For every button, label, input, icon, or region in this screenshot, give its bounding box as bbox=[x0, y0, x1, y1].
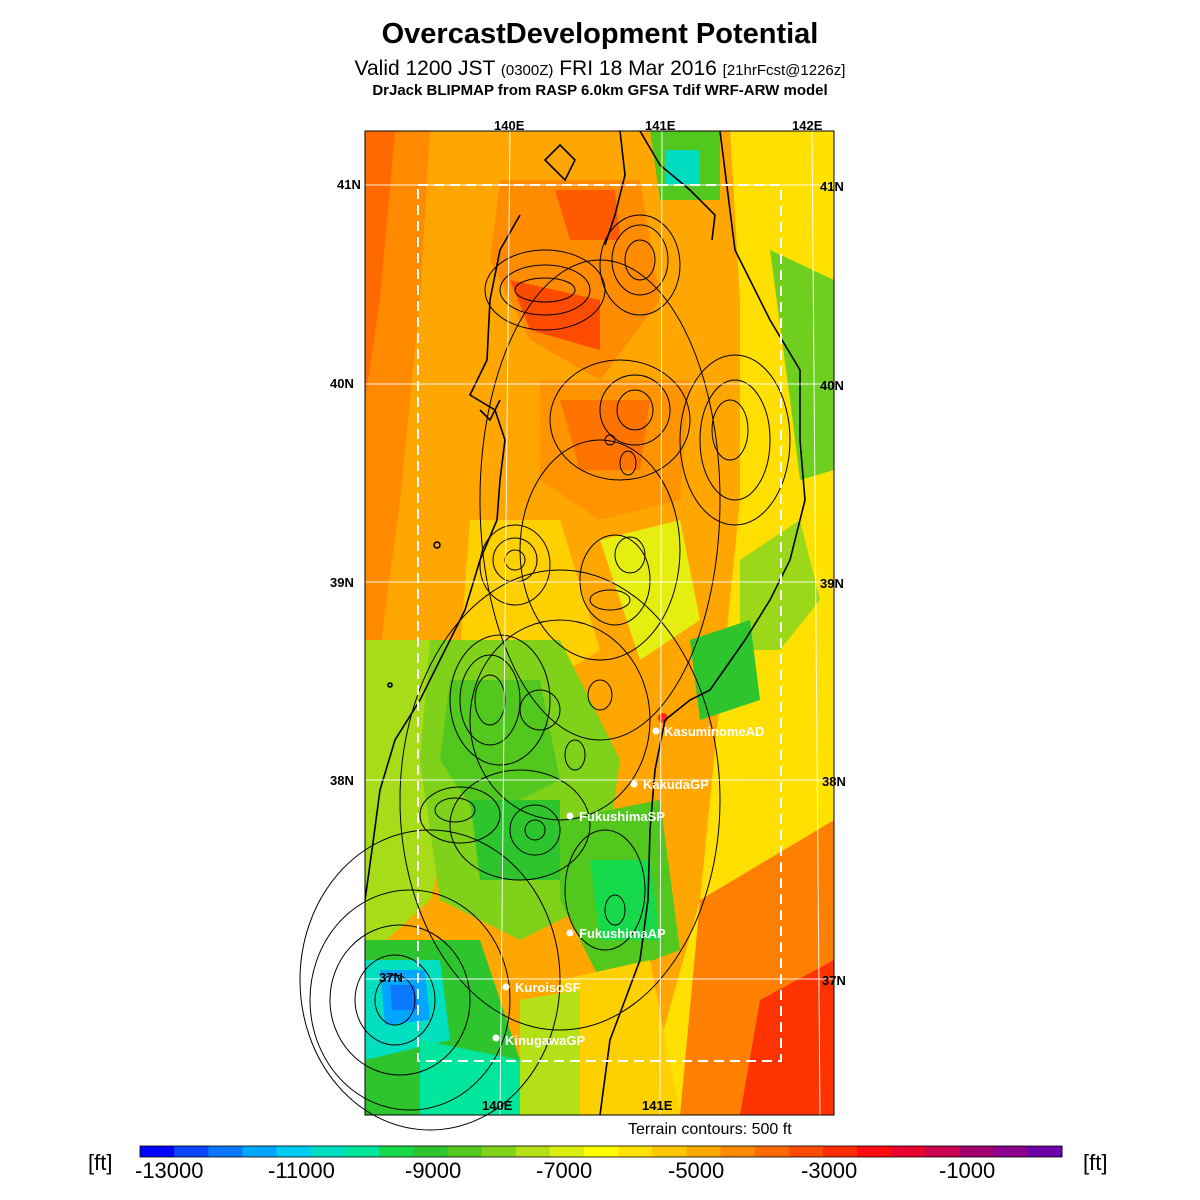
station-kinugawagp: KinugawaGP bbox=[492, 1033, 586, 1048]
colorbar-swatch bbox=[754, 1146, 790, 1157]
station-marker bbox=[630, 780, 638, 788]
lat-label-41n-right: 41N bbox=[820, 179, 844, 194]
inner-domain-box bbox=[417, 184, 782, 1062]
station-label: FukushimaSP bbox=[579, 809, 665, 824]
valid-date: FRI 18 Mar 2016 bbox=[559, 57, 717, 80]
colorbar-swatch bbox=[686, 1146, 722, 1157]
colorbar-swatch bbox=[652, 1146, 687, 1157]
colorbar-unit-left: [ft] bbox=[88, 1150, 113, 1175]
colorbar-tick-label: -5000 bbox=[668, 1158, 725, 1183]
station-marker bbox=[492, 1034, 500, 1042]
colorbar-tick-label: -7000 bbox=[536, 1158, 593, 1183]
valid-time-line: Valid 1200 JST (0300Z) FRI 18 Mar 2016 [… bbox=[0, 57, 1200, 81]
lat-label-40n-left: 40N bbox=[330, 376, 354, 391]
colorbar-swatch bbox=[447, 1146, 482, 1157]
colorbar-swatch bbox=[822, 1146, 858, 1157]
lat-label-41n-left: 41N bbox=[337, 177, 361, 192]
station-kakudagp: KakudaGP bbox=[630, 777, 709, 792]
colorbar-swatch bbox=[788, 1146, 824, 1157]
colorbar-swatch bbox=[413, 1146, 448, 1157]
colorbar-swatch bbox=[174, 1146, 209, 1157]
terrain-contour-note: Terrain contours: 500 ft bbox=[628, 1121, 792, 1138]
station-kuroisosf: KuroisoSF bbox=[502, 980, 581, 995]
colorbar-swatch bbox=[1027, 1146, 1063, 1157]
colorbar-swatch bbox=[515, 1146, 551, 1157]
valid-zulu: (0300Z) bbox=[500, 62, 554, 79]
station-marker bbox=[566, 812, 574, 820]
colorbar-swatch bbox=[549, 1146, 585, 1157]
chart-title: OvercastDevelopment Potential bbox=[381, 18, 819, 50]
colorbar-swatch bbox=[344, 1146, 380, 1157]
lon-label-142e-top: 142E bbox=[792, 118, 823, 133]
colorbar-tick-label: -13000 bbox=[135, 1158, 204, 1183]
lat-label-37n-right: 37N bbox=[822, 973, 846, 988]
lon-label-140e-bottom: 140E bbox=[482, 1098, 513, 1113]
colorbar-swatch bbox=[583, 1146, 619, 1157]
station-label: KuroisoSF bbox=[515, 980, 581, 995]
station-marker bbox=[502, 983, 510, 991]
station-fukushimasp: FukushimaSP bbox=[566, 809, 665, 824]
lon-label-141e-bottom: 141E bbox=[642, 1098, 673, 1113]
colorbar-swatch bbox=[720, 1146, 756, 1157]
colorbar-swatch bbox=[140, 1146, 175, 1157]
colorbar-swatch bbox=[993, 1146, 1029, 1157]
lon-label-140e-top: 140E bbox=[494, 118, 525, 133]
colorbar-swatch bbox=[925, 1146, 961, 1157]
lat-label-40n-right: 40N bbox=[820, 378, 844, 393]
potential-field bbox=[365, 131, 834, 1115]
lat-label-39n-left: 39N bbox=[330, 575, 354, 590]
valid-prefix: Valid 1200 JST bbox=[354, 57, 496, 80]
forecast-time: [21hrFcst@1226z] bbox=[722, 62, 846, 79]
colorbar-swatch bbox=[618, 1146, 653, 1157]
colorbar-swatch bbox=[276, 1146, 312, 1157]
colorbar-swatch bbox=[891, 1146, 926, 1157]
station-label: FukushimaAP bbox=[579, 926, 666, 941]
colorbar-swatch bbox=[379, 1146, 414, 1157]
colorbar-frame bbox=[139, 1145, 1063, 1158]
colorbar-swatch bbox=[310, 1146, 346, 1157]
colorbar-tick-label: -9000 bbox=[405, 1158, 462, 1183]
map-frame bbox=[364, 130, 835, 1116]
colorbar-tick-label: -1000 bbox=[939, 1158, 996, 1183]
coastline bbox=[365, 131, 806, 1115]
lat-label-39n-right: 39N bbox=[820, 576, 844, 591]
station-kasuminomead: KasuminomeAD bbox=[652, 724, 764, 739]
colorbar bbox=[139, 1145, 1063, 1158]
lon-label-141e-top: 141E bbox=[645, 118, 676, 133]
graticule bbox=[365, 130, 834, 1116]
station-fukushimaap: FukushimaAP bbox=[566, 926, 666, 941]
colorbar-swatch bbox=[959, 1146, 995, 1157]
station-label: KakudaGP bbox=[643, 777, 709, 792]
colorbar-tick-label: -11000 bbox=[268, 1158, 335, 1183]
station-marker bbox=[566, 929, 574, 937]
colorbar-swatch bbox=[481, 1146, 517, 1157]
colorbar-swatch bbox=[857, 1146, 892, 1157]
model-line: DrJack BLIPMAP from RASP 6.0km GFSA Tdif… bbox=[372, 82, 828, 99]
lat-label-38n-right: 38N bbox=[822, 774, 846, 789]
colorbar-swatch bbox=[242, 1146, 278, 1157]
terrain-contours bbox=[299, 214, 791, 1131]
colorbar-tick-label: -3000 bbox=[801, 1158, 858, 1183]
colorbar-unit-right: [ft] bbox=[1083, 1150, 1108, 1175]
lat-label-38n-left: 38N bbox=[330, 773, 354, 788]
station-label: KasuminomeAD bbox=[664, 724, 764, 739]
lat-label-37n-left: 37N bbox=[379, 970, 403, 985]
colorbar-swatch bbox=[208, 1146, 243, 1157]
station-marker bbox=[652, 727, 660, 735]
station-label: KinugawaGP bbox=[505, 1033, 586, 1048]
